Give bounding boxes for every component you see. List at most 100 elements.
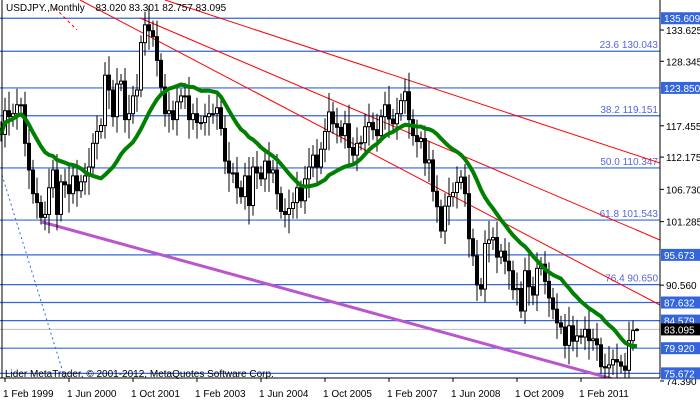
candle-body (63, 181, 67, 186)
candle-body (195, 113, 199, 124)
candle-body (455, 181, 459, 193)
price-label-box (661, 296, 700, 309)
price-tick-label: 133.625 (666, 26, 700, 37)
candle-body (167, 110, 171, 115)
price-label: 135.609 (664, 14, 700, 25)
candle-body (463, 176, 467, 195)
candle-body (371, 122, 375, 131)
fibonacci-label: 100.0 73.042 (600, 378, 659, 389)
candle-body (95, 130, 99, 144)
candle-body (279, 193, 283, 212)
candle-body (491, 237, 495, 241)
candle-body (183, 95, 187, 98)
trend-line (164, 0, 660, 164)
candle-body (595, 338, 599, 346)
candle-body (523, 270, 527, 312)
candle-body (191, 113, 195, 121)
candle-body (451, 191, 455, 198)
candle-body (587, 328, 591, 342)
candle-body (67, 184, 71, 195)
candle-body (291, 202, 295, 209)
candle-body (439, 206, 443, 232)
moving-average-line (0, 82, 638, 349)
candle-body (467, 193, 471, 240)
candle-body (335, 123, 339, 128)
candle-body (443, 205, 447, 232)
candle-body (555, 308, 559, 324)
candle-body (7, 110, 11, 118)
candle-body (511, 270, 515, 291)
candle-body (211, 113, 215, 116)
candle-body (115, 83, 119, 118)
candle-body (243, 175, 247, 198)
candle-body (15, 104, 19, 115)
candle-body (227, 160, 231, 174)
current-price-label: 83.095 (664, 325, 695, 336)
candle-body (343, 123, 347, 137)
candle-body (119, 80, 123, 85)
candle-body (139, 42, 143, 91)
symbol-label: USDJPY.,Monthly (6, 3, 85, 14)
support-line (41, 220, 615, 378)
candle-body (283, 210, 287, 215)
candle-body (307, 166, 311, 180)
candle-body (519, 287, 523, 312)
candle-body (391, 118, 395, 125)
candle-body (475, 255, 479, 286)
candle-body (247, 175, 251, 207)
candle-body (483, 242, 487, 290)
candle-body (395, 113, 399, 125)
candle-body (179, 95, 183, 103)
candle-body (223, 128, 227, 162)
candle-body (607, 364, 611, 369)
time-tick-label: 1 Oct 2009 (515, 389, 564, 400)
candle-body (347, 123, 351, 148)
price-tick-label: 90.560 (666, 281, 697, 292)
candle-body (579, 335, 583, 338)
candle-body (363, 126, 367, 144)
chart-header: USDJPY.,Monthly 83.020 83.301 82.757 83.… (6, 3, 226, 14)
candle-body (447, 196, 451, 207)
candle-body (51, 169, 55, 189)
time-tick-label: 1 Feb 2003 (195, 389, 246, 400)
candle-body (219, 107, 223, 130)
candle-body (251, 166, 255, 207)
candle-body (503, 250, 507, 262)
price-label-box (661, 342, 700, 355)
candle-body (131, 95, 135, 115)
candle-body (603, 366, 607, 369)
time-tick-label: 1 Feb 2011 (579, 389, 629, 400)
price-label-box (661, 248, 700, 261)
price-label: 87.632 (664, 299, 695, 310)
fibonacci-label: 61.8 101.543 (600, 209, 659, 220)
trend-line-dashed (54, 7, 78, 31)
candle-body (175, 101, 179, 121)
candle-body (171, 110, 175, 121)
candle-body (499, 250, 503, 258)
candle-body (515, 287, 519, 291)
candle-body (287, 207, 291, 215)
price-label-box (661, 12, 700, 25)
candle-body (35, 193, 39, 204)
candle-body (303, 178, 307, 202)
candle-body (619, 361, 623, 367)
candle-body (47, 187, 51, 215)
time-tick-label: 1 Jun 2008 (451, 389, 501, 400)
price-tick-label: 117.455 (666, 122, 700, 133)
candle-body (479, 284, 483, 290)
candle-body (327, 111, 331, 132)
ohlc-readout: 83.020 83.301 82.757 83.095 (95, 3, 227, 14)
candle-body (571, 325, 575, 342)
candle-body (231, 172, 235, 175)
candle-body (495, 237, 499, 258)
plot-area: 23.6 130.043 38.2 119.151 50.0 110.347 61.8… (0, 0, 660, 389)
price-label-box (661, 367, 700, 380)
candle-body (375, 129, 379, 137)
candle-body (311, 154, 315, 168)
price-label-box (661, 81, 700, 94)
candle-body (31, 169, 35, 195)
price-tick-label: 101.285 (666, 218, 700, 229)
candle-body (147, 24, 151, 32)
candle-body (263, 160, 267, 180)
